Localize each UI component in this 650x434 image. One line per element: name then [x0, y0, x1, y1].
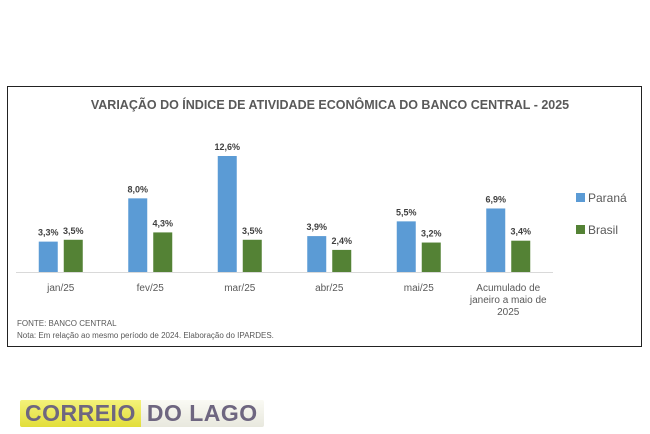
bar-paran-2	[217, 156, 237, 272]
legend-label: Brasil	[588, 223, 618, 237]
data-label: 12,6%	[214, 142, 240, 152]
data-label: 3,2%	[421, 229, 442, 239]
bar-paran-1	[128, 198, 148, 272]
category-label: janeiro a maio de	[469, 295, 547, 306]
bar-paran-5	[486, 208, 506, 272]
data-label: 5,5%	[396, 207, 417, 217]
logo-part1: CORREIO	[20, 400, 141, 427]
data-label: 3,4%	[510, 227, 531, 237]
bar-brasil-2	[242, 239, 262, 272]
correio-do-lago-logo: CORREIO DO LAGO	[20, 400, 264, 427]
legend-swatch-0	[576, 193, 585, 202]
bar-paran-3	[307, 236, 327, 272]
legend-swatch-1	[576, 225, 585, 234]
logo-part2: DO LAGO	[140, 400, 264, 427]
data-label: 6,9%	[485, 194, 506, 204]
legend-label: Paraná	[588, 191, 627, 205]
data-label: 2,4%	[331, 236, 352, 246]
category-label: 2025	[497, 307, 520, 318]
category-label: abr/25	[315, 283, 344, 294]
data-label: 3,5%	[242, 226, 263, 236]
category-label: Acumulado de	[476, 283, 540, 294]
bar-paran-4	[396, 221, 416, 272]
chart-frame: VARIAÇÃO DO ÍNDICE DE ATIVIDADE ECONÔMIC…	[7, 86, 642, 347]
bar-paran-0	[38, 241, 58, 272]
category-label: jan/25	[46, 283, 75, 294]
footnote: Nota: Em relação ao mesmo período de 202…	[17, 331, 274, 340]
category-label: fev/25	[137, 283, 165, 294]
category-label: mar/25	[224, 283, 256, 294]
data-label: 3,3%	[38, 228, 59, 238]
data-label: 3,9%	[306, 222, 327, 232]
bar-brasil-1	[153, 232, 173, 272]
bar-chart: VARIAÇÃO DO ÍNDICE DE ATIVIDADE ECONÔMIC…	[16, 97, 627, 318]
data-label: 8,0%	[127, 184, 148, 194]
bar-brasil-5	[511, 240, 531, 272]
data-label: 3,5%	[63, 226, 84, 236]
chart-title: VARIAÇÃO DO ÍNDICE DE ATIVIDADE ECONÔMIC…	[91, 97, 569, 112]
data-label: 4,3%	[152, 218, 173, 228]
bar-brasil-3	[332, 249, 352, 272]
category-label: mai/25	[404, 283, 434, 294]
source-note: FONTE: BANCO CENTRAL	[17, 319, 117, 328]
bar-brasil-4	[421, 242, 441, 272]
bar-brasil-0	[63, 239, 83, 272]
